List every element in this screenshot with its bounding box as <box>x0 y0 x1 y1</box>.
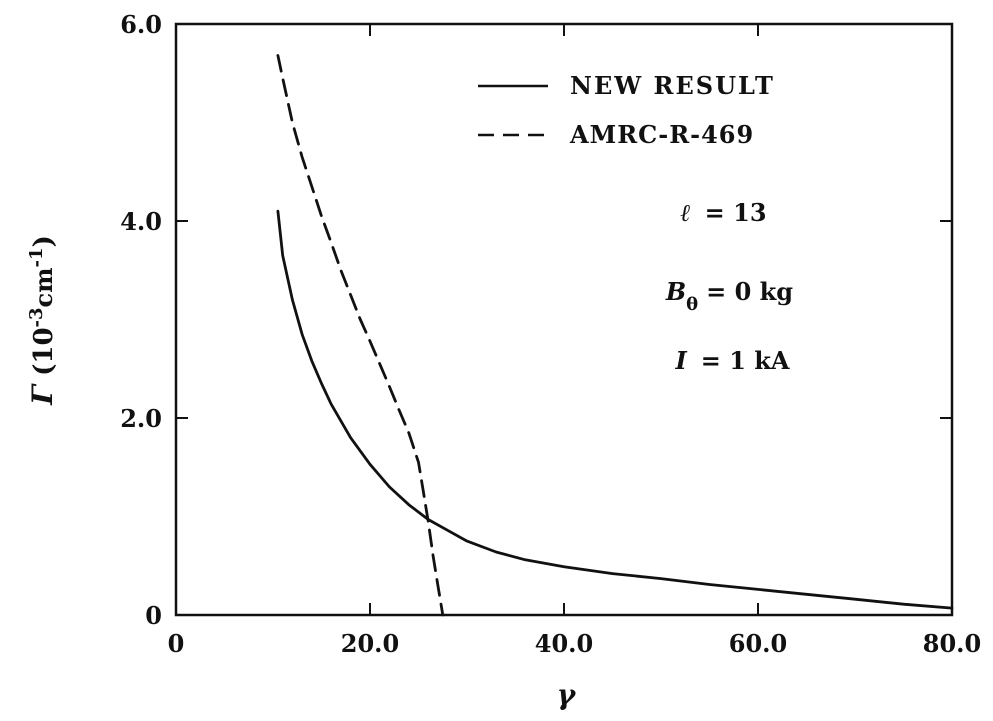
legend-label-new-result: NEW RESULT <box>570 71 775 100</box>
y-axis-close: ) <box>29 235 59 247</box>
annotation-subscript: θ <box>686 294 698 315</box>
annotation-value: = 13 <box>705 198 767 227</box>
plot-area-border <box>174 22 954 617</box>
legend: NEW RESULT AMRC-R-469 <box>478 71 775 149</box>
x-tick-label: 20.0 <box>341 629 399 658</box>
annotations: ℓ = 13 Bθ = 0 kg I = 1 kA <box>665 198 793 375</box>
annotation-value: = 1 kA <box>701 346 790 375</box>
y-tick-label: 2.0 <box>120 404 162 433</box>
y-axis-symbol: Γ <box>26 383 59 406</box>
series-line-new-result <box>276 209 954 610</box>
y-tick-label: 0 <box>145 601 162 630</box>
annotation-l: ℓ = 13 <box>680 198 766 227</box>
y-axis-open: (10 <box>29 327 59 385</box>
y-tick-label: 4.0 <box>120 207 162 236</box>
annotation-symbol: I <box>675 346 688 375</box>
annotation-i: I = 1 kA <box>675 346 790 375</box>
y-tick-labels: 0 2.0 4.0 6.0 <box>120 10 162 630</box>
y-axis-exp2: -1 <box>26 247 47 267</box>
series-layer <box>276 54 954 617</box>
y-tick-label: 6.0 <box>120 10 162 39</box>
x-tick-label: 0 <box>168 629 185 658</box>
axis-ticks <box>175 23 953 616</box>
series-line-amrc-r-469 <box>276 54 445 617</box>
x-tick-label: 80.0 <box>923 629 981 658</box>
y-axis-label: Γ (10-3cm-1) <box>26 235 60 406</box>
annotation-value: = 0 kg <box>706 277 793 306</box>
x-axis-label: γ <box>557 678 577 711</box>
annotation-symbol: ℓ <box>680 198 690 227</box>
y-axis-mid: cm <box>29 267 58 307</box>
x-tick-label: 40.0 <box>535 629 593 658</box>
annotation-b: Bθ = 0 kg <box>665 277 793 315</box>
legend-label-amrc: AMRC-R-469 <box>569 120 754 149</box>
x-tick-label: 60.0 <box>729 629 787 658</box>
plot-frame <box>174 22 954 617</box>
annotation-symbol: B <box>665 277 686 306</box>
y-axis-exp1: -3 <box>26 307 47 327</box>
x-tick-labels: 0 20.0 40.0 60.0 80.0 <box>168 629 982 658</box>
